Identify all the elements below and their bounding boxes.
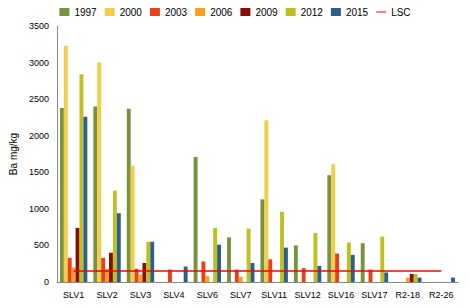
svg-text:2009: 2009 xyxy=(255,7,278,18)
svg-text:SLV4: SLV4 xyxy=(163,290,184,300)
svg-text:SLV2: SLV2 xyxy=(96,290,117,300)
svg-text:2500: 2500 xyxy=(29,94,49,104)
svg-text:SLV7: SLV7 xyxy=(230,290,251,300)
svg-text:1997: 1997 xyxy=(74,7,97,18)
svg-text:LSC: LSC xyxy=(391,7,410,18)
svg-text:SLV17: SLV17 xyxy=(361,290,387,300)
svg-text:2006: 2006 xyxy=(210,7,233,18)
svg-text:3000: 3000 xyxy=(29,58,49,68)
svg-text:SLV6: SLV6 xyxy=(197,290,218,300)
svg-text:1000: 1000 xyxy=(29,204,49,214)
svg-text:2015: 2015 xyxy=(346,7,369,18)
svg-text:SLV11: SLV11 xyxy=(261,290,287,300)
svg-text:2012: 2012 xyxy=(301,7,324,18)
svg-text:2000: 2000 xyxy=(29,131,49,141)
svg-text:1500: 1500 xyxy=(29,167,49,177)
svg-text:R2-26: R2-26 xyxy=(429,290,454,300)
svg-text:3500: 3500 xyxy=(29,21,49,31)
svg-text:R2-18: R2-18 xyxy=(396,290,421,300)
svg-text:0: 0 xyxy=(44,277,49,287)
svg-text:SLV3: SLV3 xyxy=(130,290,151,300)
svg-text:500: 500 xyxy=(34,240,49,250)
svg-text:SLV12: SLV12 xyxy=(294,290,320,300)
svg-text:SLV16: SLV16 xyxy=(328,290,354,300)
svg-text:SLV1: SLV1 xyxy=(63,290,84,300)
svg-text:2003: 2003 xyxy=(165,7,188,18)
svg-text:Ba mg/kg: Ba mg/kg xyxy=(8,133,19,175)
svg-text:2000: 2000 xyxy=(120,7,143,18)
